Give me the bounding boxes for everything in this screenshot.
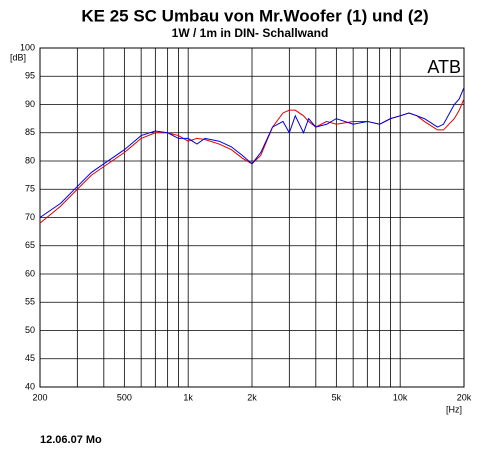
y-tick-label: 40 [25,381,35,391]
y-axis-label: [dB] [10,52,26,62]
y-tick-label: 50 [25,325,35,335]
y-tick-label: 55 [25,297,35,307]
footer: 12.06.07 Mo [40,434,102,446]
y-tick-label: 95 [25,71,35,81]
x-tick-label: 20k [457,392,472,402]
x-axis-label: [Hz] [446,404,462,414]
x-tick-label: 2k [247,392,257,402]
series-line [39,87,465,218]
y-tick-label: 80 [25,155,35,165]
y-tick-label: 60 [25,268,35,278]
chart-subtitle: 1W / 1m in DIN- Schallwand [172,26,329,40]
annotation: ATB [427,57,461,77]
y-tick-label: 70 [25,212,35,222]
x-tick-label: 500 [117,392,132,402]
y-tick-label: 45 [25,353,35,363]
x-tick-label: 200 [32,392,47,402]
y-tick-label: 75 [25,184,35,194]
y-tick-label: 85 [25,127,35,137]
y-tick-label: 65 [25,240,35,250]
chart-title: KE 25 SC Umbau von Mr.Woofer (1) und (2) [81,6,428,25]
y-tick-label: 100 [20,42,35,52]
x-tick-label: 1k [183,392,193,402]
y-tick-label: 90 [25,99,35,109]
x-tick-label: 10k [393,392,408,402]
x-tick-label: 5k [332,392,342,402]
